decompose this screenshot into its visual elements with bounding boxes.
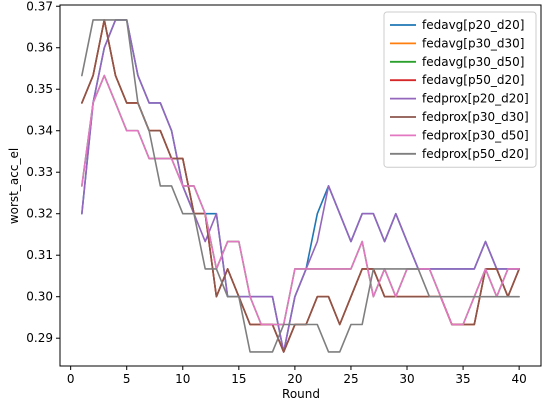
y-axis-ticks: 0.29 0.30 0.31 0.32 0.33 0.34 0.35 0.36 0.37 xyxy=(26,0,60,345)
x-tick-label: 10 xyxy=(175,372,190,386)
series-line-fedprox[p50_d20] xyxy=(81,19,520,353)
x-tick-label: 15 xyxy=(231,372,246,386)
x-tick-label: 35 xyxy=(455,372,470,386)
x-tick-label: 40 xyxy=(511,372,526,386)
legend-entry: fedavg[p50_d20] xyxy=(422,73,524,87)
y-tick-label: 0.34 xyxy=(26,124,53,138)
y-tick-label: 0.29 xyxy=(26,331,53,345)
legend-entry: fedavg[p30_d30] xyxy=(422,36,524,50)
x-tick-label: 0 xyxy=(67,372,75,386)
x-axis-label: Round xyxy=(282,387,320,401)
legend-box xyxy=(383,11,537,168)
y-tick-label: 0.33 xyxy=(26,165,53,179)
legend-entry: fedavg[p30_d50] xyxy=(422,55,524,69)
x-tick-label: 30 xyxy=(399,372,414,386)
x-tick-label: 5 xyxy=(123,372,131,386)
legend-entry: fedprox[p30_d30] xyxy=(422,110,529,124)
legend: fedavg[p20_d20] fedavg[p30_d30] fedavg[p30… xyxy=(383,11,537,168)
legend-entry: fedprox[p30_d50] xyxy=(422,128,529,142)
y-tick-label: 0.36 xyxy=(26,41,53,55)
x-axis-ticks: 0 5 10 15 20 25 30 35 40 xyxy=(67,366,527,386)
y-tick-label: 0.32 xyxy=(26,207,53,221)
y-tick-label: 0.35 xyxy=(26,82,53,96)
x-tick-label: 25 xyxy=(343,372,358,386)
y-tick-label: 0.37 xyxy=(26,0,53,13)
legend-entry: fedprox[p50_d20] xyxy=(422,147,529,161)
y-tick-label: 0.31 xyxy=(26,248,53,262)
legend-entry: fedavg[p20_d20] xyxy=(422,18,524,32)
x-tick-label: 20 xyxy=(287,372,302,386)
y-axis-label: worst_acc_el xyxy=(7,148,21,224)
legend-entry: fedprox[p20_d20] xyxy=(422,92,529,106)
series-lines xyxy=(81,19,520,353)
y-tick-label: 0.30 xyxy=(26,290,53,304)
series-line-fedprox[p20_d20] xyxy=(81,19,520,353)
